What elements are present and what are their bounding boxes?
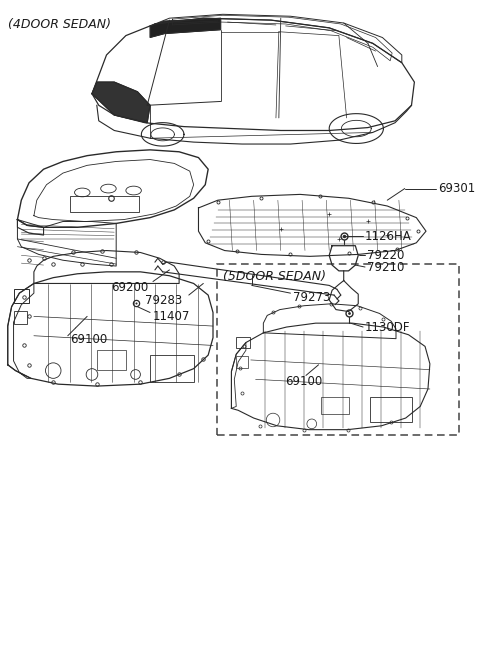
Bar	[150, 355, 193, 382]
Text: (4DOOR SEDAN): (4DOOR SEDAN)	[8, 18, 111, 31]
Polygon shape	[150, 18, 221, 37]
Text: 69100: 69100	[70, 333, 107, 346]
Bar	[13, 289, 29, 303]
Text: 69100: 69100	[285, 375, 322, 388]
Text: 79220: 79220	[367, 249, 404, 262]
Bar	[70, 196, 139, 212]
Text: 79273: 79273	[293, 291, 331, 304]
Text: 1126HA: 1126HA	[365, 230, 412, 243]
Text: 79210: 79210	[367, 260, 404, 274]
Polygon shape	[92, 82, 150, 123]
Text: 69301: 69301	[439, 182, 476, 195]
Bar	[236, 337, 250, 348]
Bar	[322, 397, 348, 414]
Text: 11407: 11407	[153, 310, 191, 323]
Text: 1130DF: 1130DF	[365, 321, 410, 333]
Bar	[370, 397, 412, 422]
Bar	[236, 356, 248, 368]
Bar	[97, 350, 126, 369]
Text: 69200: 69200	[111, 281, 149, 294]
Text: (5DOOR SEDAN): (5DOOR SEDAN)	[223, 270, 326, 283]
Text: 79283: 79283	[145, 295, 182, 308]
Bar	[13, 310, 27, 324]
Bar	[217, 264, 459, 434]
